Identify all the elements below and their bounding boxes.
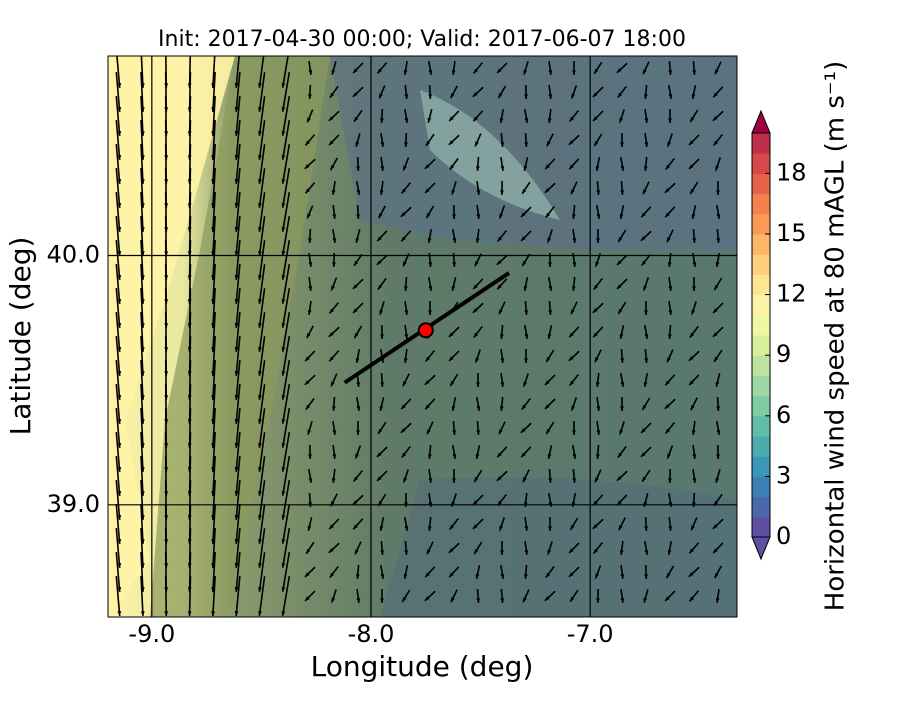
colorbar-segment: [752, 214, 770, 235]
colorbar-tick-label: 6: [776, 401, 791, 429]
colorbar-segment: [752, 234, 770, 255]
colorbar-segment: [752, 456, 770, 477]
y-tick-label: 40.0: [47, 240, 100, 268]
x-tick-label: -8.0: [348, 620, 395, 648]
x-axis-label: Longitude (deg): [311, 650, 534, 683]
colorbar-tick-label: 3: [776, 461, 791, 489]
colorbar: 0 3 6 9 12 15 18: [752, 111, 807, 559]
colorbar-tick-label: 12: [776, 280, 807, 308]
colorbar-segment: [752, 274, 770, 295]
wind-arrow: [190, 576, 191, 616]
y-axis-label: Latitude (deg): [4, 237, 37, 436]
colorbar-segment: [752, 517, 770, 538]
colorbar-tick-label: 18: [776, 158, 807, 186]
colorbar-segment: [752, 355, 770, 376]
colorbar-segment: [752, 295, 770, 316]
x-tick-label: -9.0: [128, 620, 175, 648]
upper-low-wind: [330, 56, 737, 250]
colorbar-under: [752, 537, 770, 559]
colorbar-segment: [752, 173, 770, 194]
chart-title: Init: 2017-04-30 00:00; Valid: 2017-06-0…: [158, 27, 686, 52]
colorbar-segment: [752, 497, 770, 518]
colorbar-segment: [752, 194, 770, 215]
colorbar-label: Horizontal wind speed at 80 mAGL (m s⁻¹): [821, 61, 851, 611]
x-tick-label: -7.0: [567, 620, 614, 648]
colorbar-segment: [752, 153, 770, 174]
colorbar-segment: [752, 396, 770, 417]
colorbar-segment: [752, 476, 770, 497]
lower-low-wind: [380, 478, 737, 618]
colorbar-segment: [752, 335, 770, 356]
colorbar-tick-label: 9: [776, 340, 791, 368]
colorbar-tick-label: 15: [776, 219, 807, 247]
site-marker: [419, 323, 433, 337]
colorbar-segment: [752, 436, 770, 457]
colorbar-tick-label: 0: [776, 522, 791, 550]
y-tick-label: 39.0: [47, 490, 100, 518]
colorbar-segment: [752, 254, 770, 275]
colorbar-segment: [752, 315, 770, 336]
colorbar-segment: [752, 375, 770, 396]
colorbar-segment: [752, 416, 770, 437]
colorbar-over: [752, 111, 770, 133]
wind-arrow: [166, 576, 167, 616]
colorbar-segment: [752, 133, 770, 154]
